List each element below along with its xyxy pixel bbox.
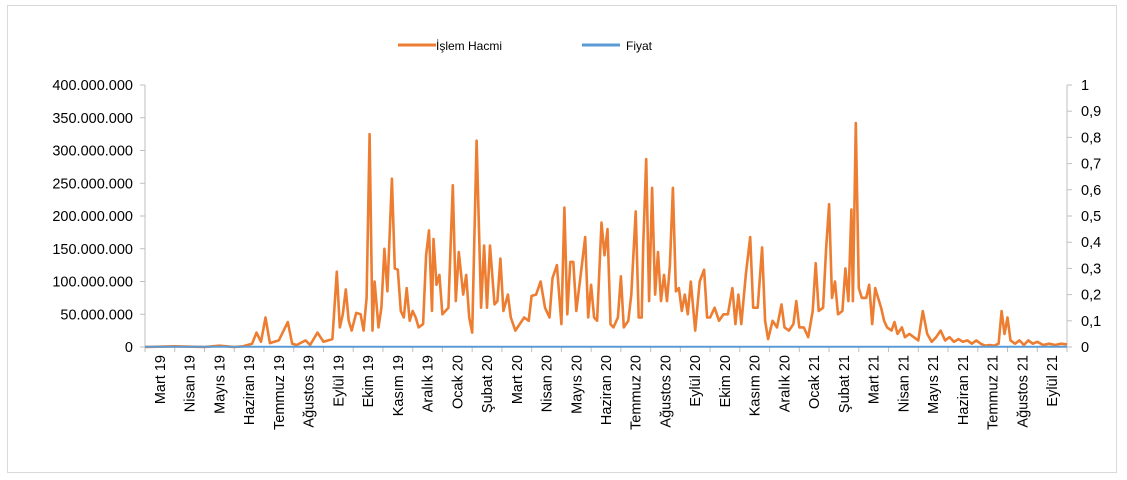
legend: İşlem Hacmi Fiyat [398,39,653,53]
right-tick-label: 0,1 [1081,314,1101,330]
right-axis-ticks: 0 0,1 0,2 0,3 0,4 0,5 0,6 0,7 0,8 0,9 1 [1067,78,1101,356]
right-tick-label: 0,4 [1081,235,1101,251]
x-tick-label: Ağustos 20 [658,355,674,428]
x-tick-label: Mart 20 [510,355,526,404]
x-tick-label: Nisan 21 [896,355,912,412]
x-tick-label: Ocak 21 [807,355,823,409]
x-tick-label: Aralık 20 [777,355,793,412]
x-tick-label: Nisan 19 [183,355,199,412]
legend-label-price: Fiyat [626,39,653,53]
x-tick-label: Eylül 20 [688,355,704,407]
x-tick-label: Temmuz 21 [986,355,1002,430]
left-tick-label: 0 [125,340,133,356]
right-tick-label: 0,6 [1081,183,1101,199]
left-tick-label: 50.000.000 [60,307,133,323]
x-tick-label: Ekim 19 [361,355,377,407]
x-tick-label: Kasım 19 [391,355,407,416]
left-tick-label: 400.000.000 [52,78,133,94]
x-tick-label: Şubat 21 [837,355,853,413]
x-tick-label: Mayıs 20 [569,355,585,414]
x-tick-label: Haziran 20 [599,355,615,425]
left-tick-label: 250.000.000 [52,176,133,192]
x-tick-label: Kasım 20 [748,355,764,416]
x-tick-label: Ocak 20 [450,355,466,409]
x-axis-ticks: Mart 19 Nisan 19 Mayıs 19 Haziran 19 Temmuz … [144,347,1068,430]
x-tick-label: Eylül 19 [331,355,347,407]
right-tick-label: 0 [1081,340,1089,356]
right-tick-label: 0,8 [1081,130,1101,146]
right-tick-label: 0,2 [1081,288,1101,304]
x-tick-label: Eylül 21 [1045,355,1061,407]
x-tick-label: Aralık 19 [421,355,437,412]
left-tick-label: 200.000.000 [52,209,133,225]
x-tick-label: Ağustos 21 [1015,355,1031,428]
left-axis-ticks: 0 50.000.000 100.000.000 150.000.000 200.000… [52,78,145,356]
x-tick-label: Haziran 19 [242,355,258,425]
x-tick-label: Ekim 20 [718,355,734,407]
right-tick-label: 0,9 [1081,104,1101,120]
right-tick-label: 1 [1081,78,1089,94]
series-line-volume [144,121,1068,349]
x-tick-label: Şubat 20 [480,355,496,413]
x-tick-label: Ağustos 19 [302,355,318,428]
x-tick-label: Nisan 20 [540,355,556,412]
right-tick-label: 0,3 [1081,261,1101,277]
x-tick-label: Mayıs 19 [212,355,228,414]
left-tick-label: 150.000.000 [52,242,133,258]
x-tick-label: Temmuz 19 [272,355,288,430]
right-tick-label: 0,5 [1081,209,1101,225]
x-tick-label: Mart 19 [153,355,169,404]
left-tick-label: 350.000.000 [52,111,133,127]
legend-label-volume: İşlem Hacmi [436,39,502,53]
x-tick-label: Temmuz 20 [629,355,645,430]
left-tick-label: 300.000.000 [52,144,133,160]
left-tick-label: 100.000.000 [52,275,133,291]
x-tick-label: Mart 21 [867,355,883,404]
x-tick-label: Mayıs 21 [926,355,942,414]
chart-frame [7,5,1117,473]
axes [144,85,1068,348]
right-tick-label: 0,7 [1081,157,1101,173]
series-group [144,121,1068,349]
x-tick-label: Haziran 21 [956,355,972,425]
